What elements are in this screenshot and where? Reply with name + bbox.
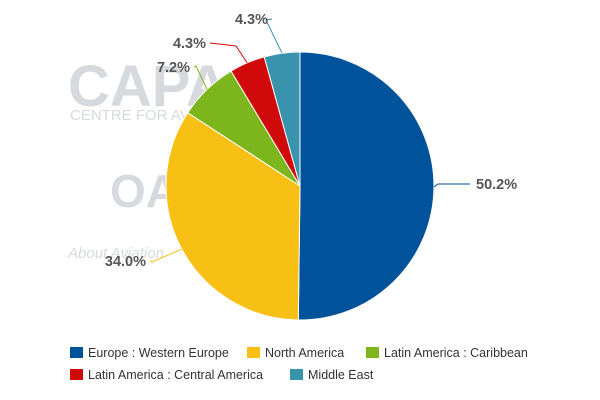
slice-value-label: 7.2% [157, 60, 190, 76]
label-leader-lines [149, 18, 470, 263]
watermark-tagline: About Aviation [67, 245, 164, 262]
legend-item[interactable]: Europe : Western Europe [70, 346, 229, 360]
legend-swatch [247, 347, 260, 358]
legend-swatch [70, 369, 83, 380]
legend-item[interactable]: Latin America : Central America [70, 368, 263, 382]
pie-slices [165, 51, 435, 321]
legend-label: Latin America : Caribbean [384, 346, 528, 360]
legend-item[interactable]: North America [247, 346, 344, 360]
legend-label: Latin America : Central America [88, 368, 263, 382]
slice-value-label: 4.3% [173, 36, 206, 52]
legend: Europe : Western Europe North America Lati… [70, 346, 528, 382]
legend-swatch [70, 347, 83, 358]
leader-line [149, 248, 182, 263]
legend-label: Middle East [308, 368, 374, 382]
leader-line [265, 18, 283, 54]
legend-item[interactable]: Middle East [290, 368, 374, 382]
legend-item[interactable]: Latin America : Caribbean [366, 346, 528, 360]
leader-line [193, 65, 208, 90]
slice-value-label: 34.0% [105, 254, 146, 270]
legend-swatch [290, 369, 303, 380]
slice-value-label: 50.2% [476, 177, 517, 193]
leader-line [209, 42, 248, 64]
pie-slice [297, 51, 435, 321]
data-labels: 50.2% 34.0% 7.2% 4.3% 4.3% [105, 12, 517, 270]
leader-line [433, 183, 470, 188]
legend-label: North America [265, 346, 344, 360]
legend-swatch [366, 347, 379, 358]
legend-label: Europe : Western Europe [88, 346, 229, 360]
slice-value-label: 4.3% [235, 12, 268, 28]
